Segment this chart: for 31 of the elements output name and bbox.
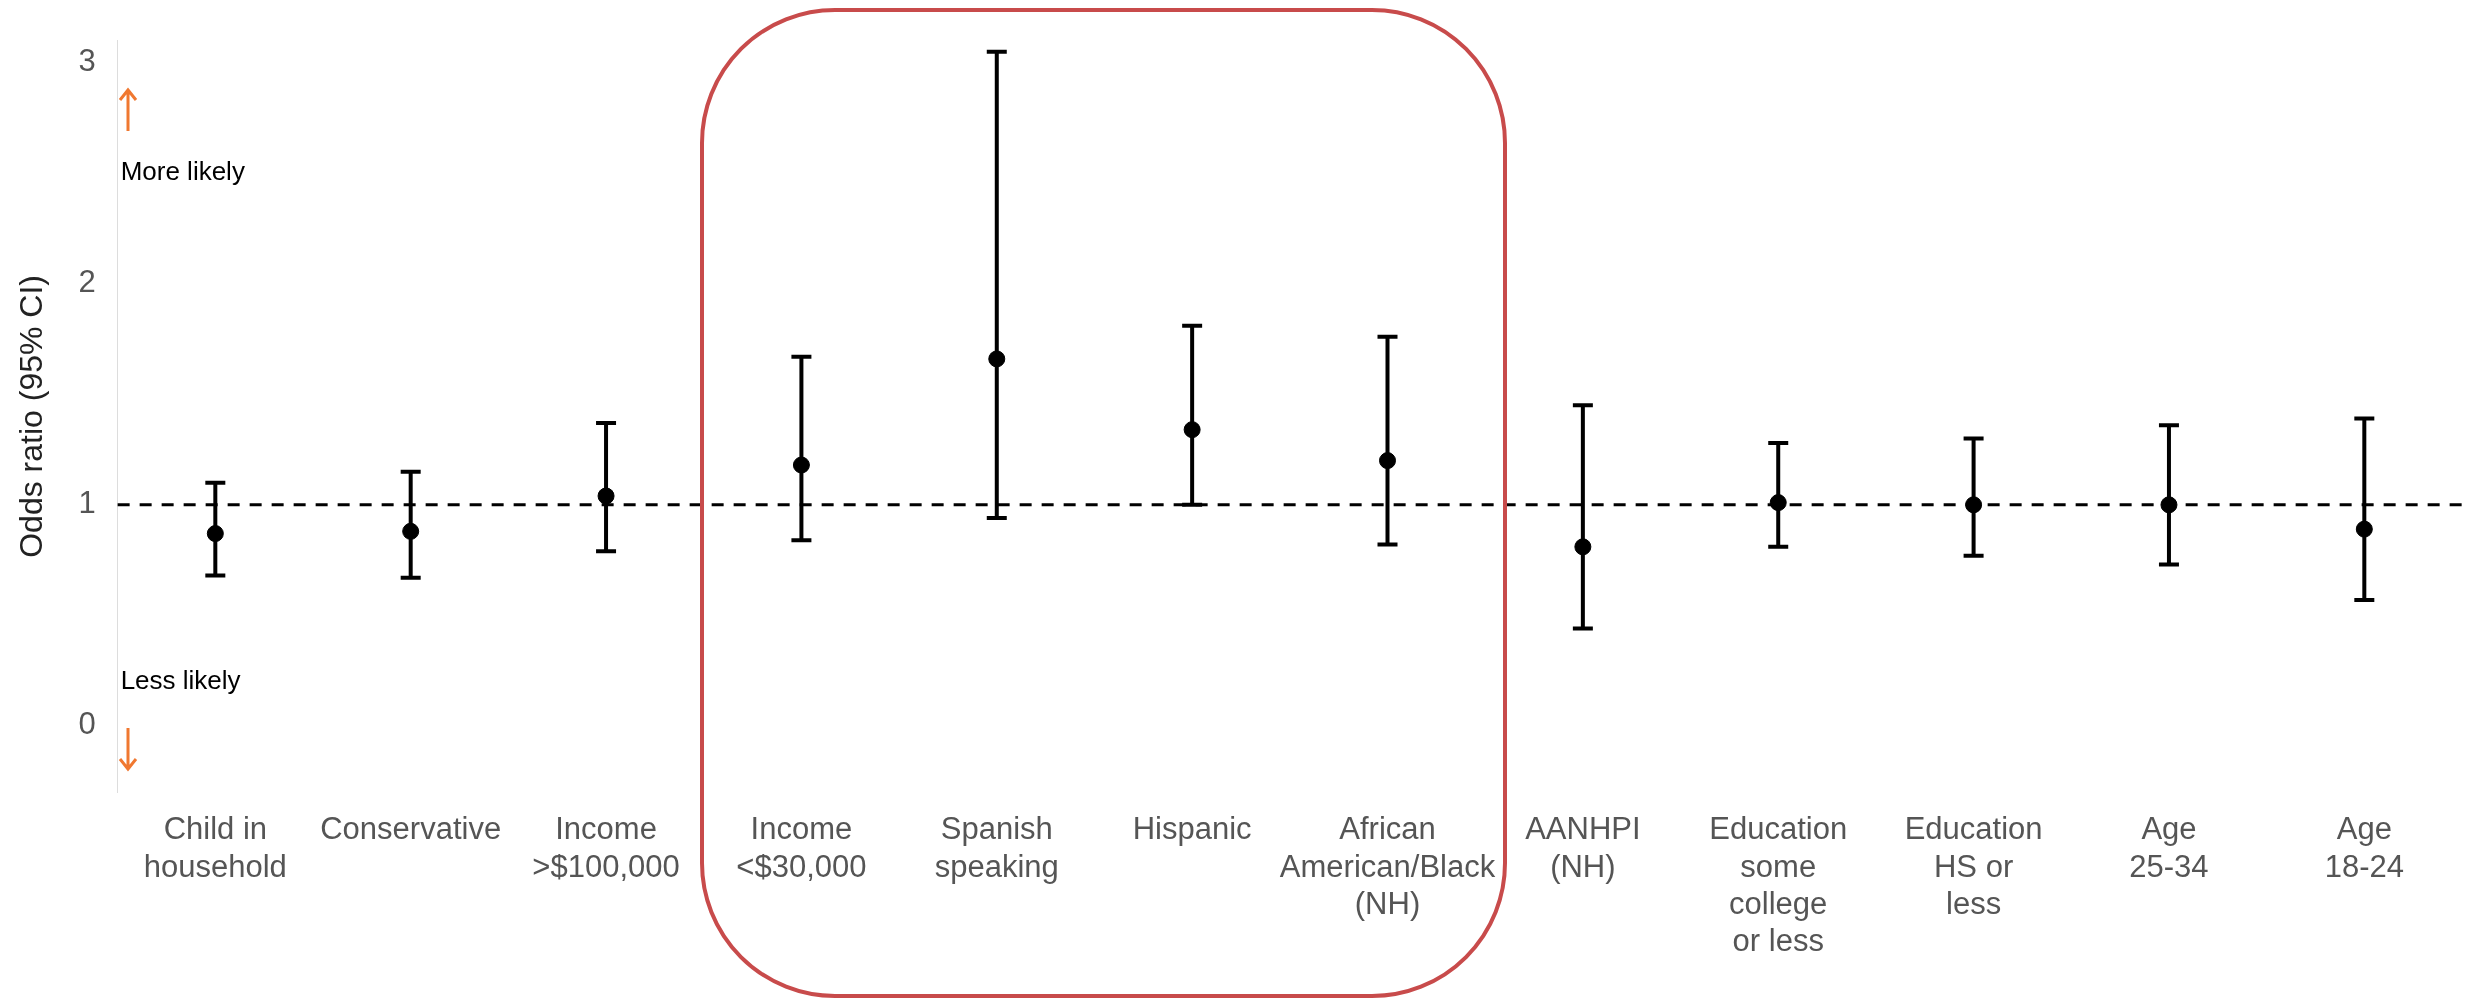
point xyxy=(1769,494,1787,512)
y-tick-label: 0 xyxy=(78,706,96,742)
x-tick-label: Income <$30,000 xyxy=(736,811,867,884)
y-tick-label: 1 xyxy=(78,485,96,521)
point xyxy=(792,456,810,474)
x-tick-label: Age 25-34 xyxy=(2129,811,2209,884)
x-tick-label: Child in household xyxy=(143,811,287,884)
annotation: Less likely xyxy=(120,664,241,695)
point xyxy=(402,522,420,540)
x-tick-label: Age 18-24 xyxy=(2324,811,2404,884)
point xyxy=(2160,496,2178,514)
point xyxy=(597,487,615,505)
x-tick-label: AANHPI (NH) xyxy=(1525,811,1641,884)
x-tick-label: Hispanic xyxy=(1132,811,1252,847)
x-tick-label: African American/Black (NH) xyxy=(1279,811,1496,921)
x-tick-label: Income >$100,000 xyxy=(532,811,680,884)
x-tick-label: Education some college or less xyxy=(1709,811,1848,958)
annotation: More likely xyxy=(120,156,245,187)
y-tick-label: 3 xyxy=(78,43,96,79)
y-tick-label: 2 xyxy=(78,264,96,300)
point xyxy=(1183,421,1201,439)
point xyxy=(1379,452,1396,470)
point xyxy=(988,350,1006,368)
point xyxy=(1574,538,1592,556)
x-tick-label: Spanish speaking xyxy=(934,811,1059,884)
point xyxy=(1965,496,1983,514)
x-tick-label: Conservative xyxy=(320,811,502,847)
point xyxy=(206,525,224,543)
y-axis-title: Odds ratio (95% CI) xyxy=(13,275,50,558)
point xyxy=(2355,520,2373,538)
x-tick-label: Education HS or less xyxy=(1904,811,2043,921)
